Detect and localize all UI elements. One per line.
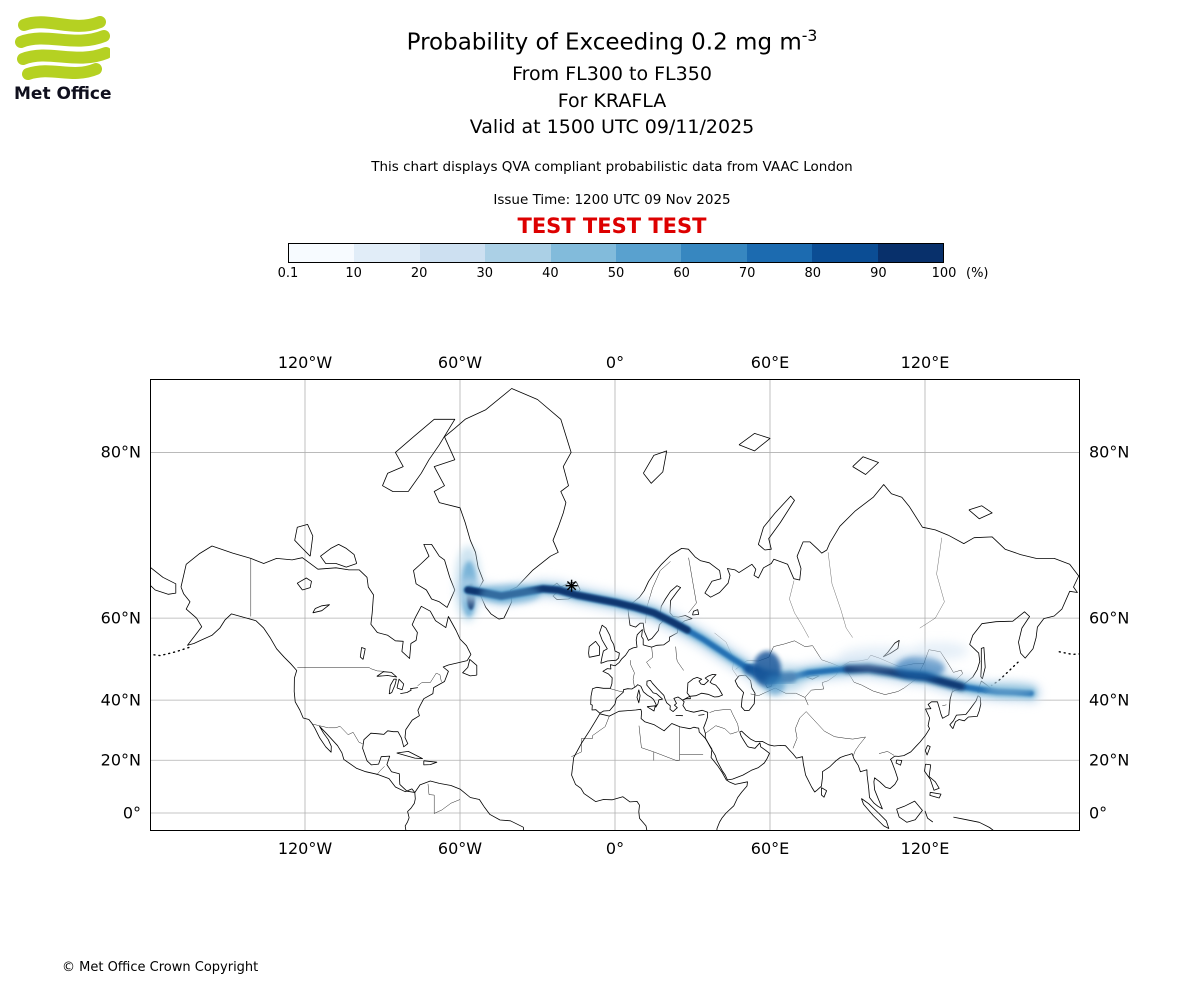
colorbar-label: 30: [476, 266, 494, 281]
y-tick-label-right: 60°N: [1089, 608, 1130, 628]
x-tick-label-top: 0°: [605, 353, 625, 372]
colorbar: 0.1 10 20 30 40 50 60 70 80 90 100 (%): [278, 243, 989, 281]
colorbar-segment: [354, 244, 420, 262]
colorbar-label: 90: [870, 266, 887, 281]
colorbar-label: 40: [542, 266, 559, 281]
x-tick-label-bottom: 120°E: [900, 839, 950, 858]
colorbar-segment: [746, 244, 813, 262]
x-tick-label-top: 60°W: [437, 353, 483, 372]
colorbar-segment: [681, 244, 747, 262]
valid-time-subtitle: Valid at 1500 UTC 09/11/2025: [469, 116, 755, 138]
map-panel: 120°W 120°W 60°W 60°W 0° 0° 60°E 60°E 120°E 120°E…: [101, 353, 1130, 858]
colorbar-label: 20: [410, 266, 428, 281]
volcano-marker: [565, 579, 578, 592]
y-tick-label-right: 0°: [1089, 803, 1108, 823]
y-tick-label-left: 0°: [122, 803, 141, 823]
page-title: Probability of Exceeding 0.2 mg m-3: [212, 26, 1012, 56]
y-tick-label-right: 20°N: [1089, 750, 1130, 770]
colorbar-segment: [289, 244, 355, 262]
issue-time: Issue Time: 1200 UTC 09 Nov 2025: [493, 192, 731, 208]
y-tick-label-left: 40°N: [100, 690, 141, 710]
test-banner: TEST TEST TEST: [517, 214, 707, 238]
colorbar-swatches: [288, 243, 944, 263]
x-tick-label-top: 120°E: [900, 353, 950, 372]
colorbar-segment: [419, 244, 486, 262]
y-tick-label-right: 80°N: [1089, 442, 1130, 462]
copyright-text: © Met Office Crown Copyright: [62, 960, 259, 975]
x-tick-label-bottom: 120°W: [277, 839, 333, 858]
x-tick-label-bottom: 60°W: [437, 839, 483, 858]
x-tick-label-top: 60°E: [750, 353, 790, 372]
colorbar-segment: [877, 244, 944, 262]
y-tick-label-left: 60°N: [100, 608, 141, 628]
colorbar-label: 70: [738, 266, 756, 281]
colorbar-segment: [616, 244, 682, 262]
x-tick-label-bottom: 0°: [605, 839, 625, 858]
colorbar-segment: [550, 244, 617, 262]
logo-text: Met Office: [14, 84, 112, 104]
grid-lines: [150, 379, 1080, 831]
volcano-subtitle: For KRAFLA: [557, 90, 667, 112]
flight-level-subtitle: From FL300 to FL350: [512, 63, 712, 85]
metoffice-logo-icon: [15, 16, 110, 80]
y-tick-label-left: 80°N: [100, 442, 141, 462]
colorbar-label: 10: [345, 266, 362, 281]
colorbar-label: 80: [804, 266, 822, 281]
map-svg: [149, 379, 1081, 832]
colorbar-label: 50: [607, 266, 625, 281]
y-tick-label-right: 40°N: [1089, 690, 1130, 710]
colorbar-segment: [812, 244, 878, 262]
colorbar-label: 0.1: [277, 266, 299, 281]
map-frame: [150, 379, 1080, 831]
colorbar-unit-label: (%): [966, 266, 989, 281]
x-tick-label-bottom: 60°E: [750, 839, 790, 858]
ash-plume: [455, 546, 1043, 706]
x-tick-label-top: 120°W: [277, 353, 333, 372]
colorbar-label: 60: [673, 266, 690, 281]
title-exponent: -3: [801, 26, 818, 45]
colorbar-labels: 0.1 10 20 30 40 50 60 70 80 90 100: [278, 266, 957, 282]
qva-compliance-note: This chart displays QVA compliant probab…: [371, 159, 853, 175]
colorbar-label: 100: [931, 266, 957, 281]
title-text: Probability of Exceeding 0.2 mg m: [406, 29, 802, 56]
y-tick-label-left: 20°N: [100, 750, 141, 770]
metoffice-logo: Met Office: [14, 16, 124, 104]
colorbar-segment: [485, 244, 551, 262]
